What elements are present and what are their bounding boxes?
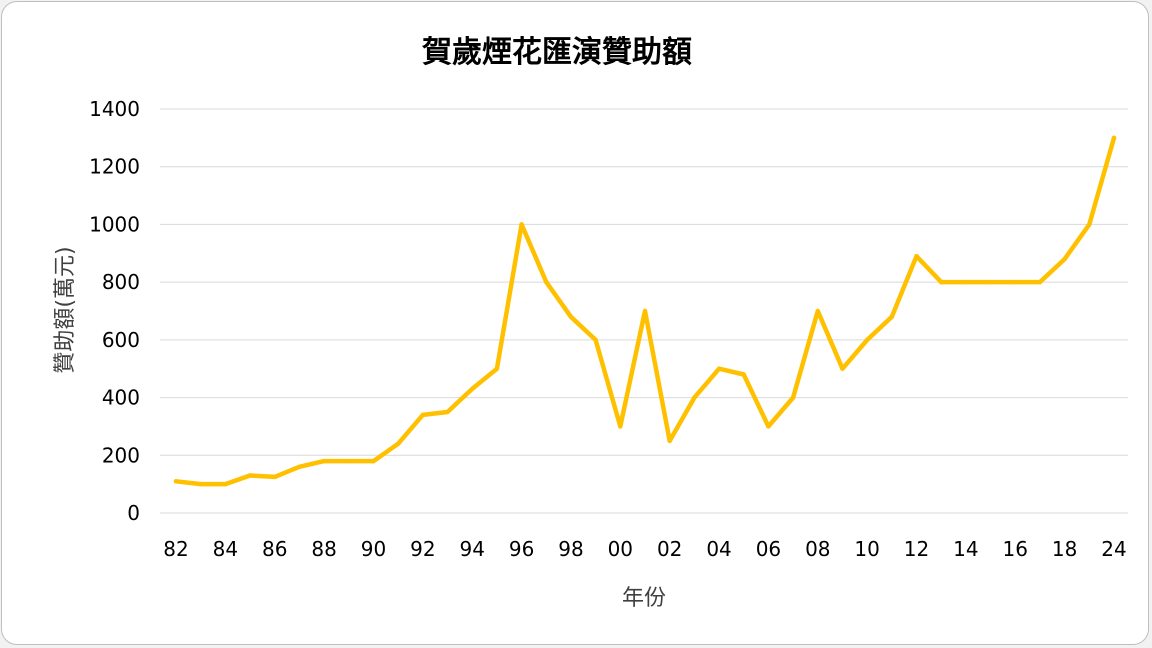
x-tick-label: 84 bbox=[213, 537, 238, 561]
gridlines bbox=[160, 108, 1128, 514]
data-point bbox=[766, 424, 771, 429]
x-tick-label: 86 bbox=[262, 537, 287, 561]
x-tick-label: 90 bbox=[361, 537, 386, 561]
x-tick-label: 12 bbox=[904, 537, 929, 561]
x-tick-label: 18 bbox=[1052, 537, 1077, 561]
x-tick-labels: 82 84 86 88 90 92 94 96 98 00 02 04 06 08 10 12 14 16 18 24 bbox=[163, 537, 1126, 561]
x-axis-label: 年份 bbox=[622, 586, 666, 611]
x-tick-label: 88 bbox=[311, 537, 336, 561]
y-axis-label: 贊助額(萬元) bbox=[53, 246, 78, 373]
data-point bbox=[494, 366, 500, 371]
x-tick-label: 96 bbox=[509, 537, 534, 561]
data-point bbox=[988, 279, 993, 285]
data-point bbox=[173, 479, 179, 484]
data-point bbox=[716, 366, 722, 371]
y-tick-label: 0 bbox=[127, 501, 140, 525]
data-point bbox=[519, 222, 524, 227]
data-point bbox=[371, 458, 376, 464]
data-point bbox=[247, 473, 253, 478]
data-point bbox=[223, 481, 228, 487]
y-tick-label: 1200 bbox=[89, 155, 140, 179]
y-tick-label: 200 bbox=[102, 443, 140, 467]
data-point bbox=[741, 372, 746, 377]
x-tick-label: 02 bbox=[657, 537, 682, 561]
data-point bbox=[1013, 279, 1018, 285]
y-tick-labels: 0 200 400 600 800 1000 1200 1400 bbox=[89, 97, 140, 525]
data-point bbox=[1111, 135, 1117, 141]
data-point bbox=[963, 279, 969, 285]
data-point bbox=[593, 337, 598, 343]
data-point bbox=[840, 366, 845, 371]
y-tick-label: 600 bbox=[102, 328, 140, 352]
data-point bbox=[445, 409, 450, 415]
data-point bbox=[642, 308, 648, 314]
data-point bbox=[815, 308, 820, 314]
data-point bbox=[544, 279, 549, 285]
data-point bbox=[1087, 222, 1092, 227]
data-point bbox=[914, 253, 919, 259]
data-point bbox=[346, 458, 351, 464]
data-point bbox=[1062, 256, 1067, 262]
x-tick-label: 16 bbox=[1003, 537, 1028, 561]
x-tick-label: 94 bbox=[459, 537, 484, 561]
data-point bbox=[198, 481, 203, 487]
y-tick-label: 800 bbox=[102, 270, 140, 294]
data-point bbox=[692, 395, 697, 400]
x-tick-label: 98 bbox=[558, 537, 583, 561]
data-point bbox=[1037, 279, 1043, 285]
x-tick-label: 92 bbox=[410, 537, 435, 561]
x-tick-label: 00 bbox=[608, 537, 633, 561]
data-point bbox=[864, 337, 870, 343]
x-tick-label: 82 bbox=[163, 537, 188, 561]
data-point bbox=[297, 464, 302, 470]
data-point bbox=[790, 395, 796, 400]
x-tick-label: 06 bbox=[756, 537, 781, 561]
data-point bbox=[420, 412, 426, 418]
y-tick-label: 1400 bbox=[89, 97, 140, 121]
data-point bbox=[618, 424, 623, 429]
x-tick-label: 10 bbox=[854, 537, 879, 561]
y-tick-label: 400 bbox=[102, 386, 140, 410]
data-point bbox=[667, 438, 672, 444]
data-point bbox=[889, 314, 895, 319]
x-tick-label: 08 bbox=[805, 537, 830, 561]
data-point bbox=[321, 458, 327, 464]
data-point bbox=[395, 441, 401, 446]
data-point bbox=[272, 474, 277, 480]
x-tick-label: 24 bbox=[1101, 537, 1126, 561]
chart-title: 賀歲煙花匯演贊助額 bbox=[422, 35, 692, 70]
data-point bbox=[939, 279, 944, 285]
data-point bbox=[568, 314, 574, 319]
x-tick-label: 04 bbox=[706, 537, 731, 561]
x-tick-label: 14 bbox=[953, 537, 978, 561]
data-point bbox=[470, 386, 475, 392]
series-layer bbox=[173, 135, 1117, 487]
y-tick-label: 1000 bbox=[89, 212, 140, 236]
